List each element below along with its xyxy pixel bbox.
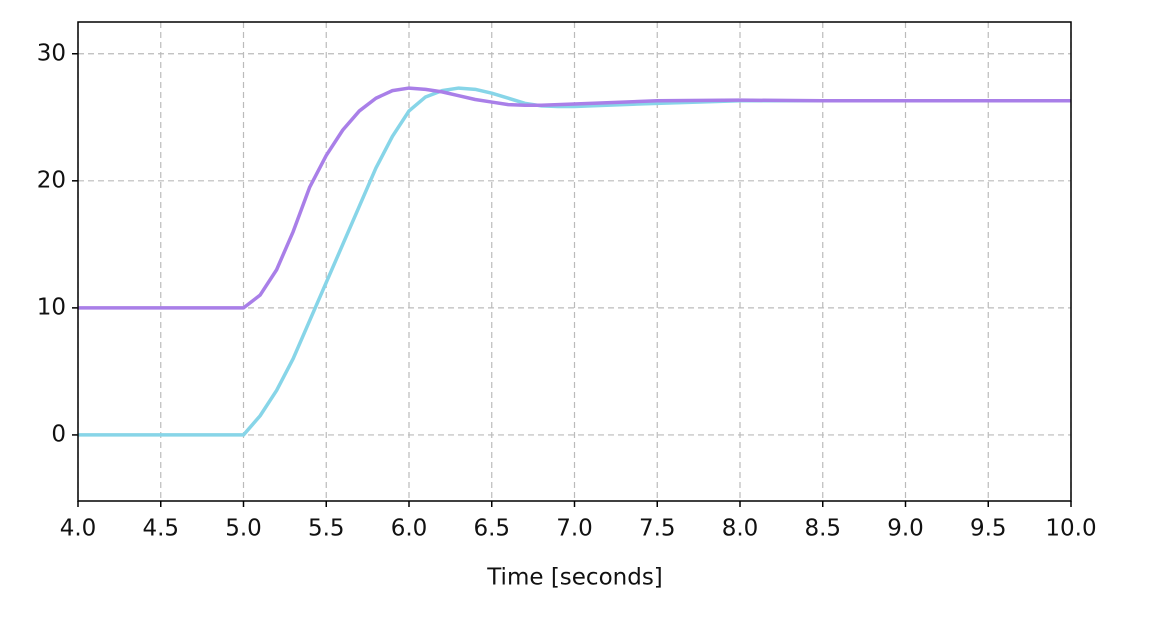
x-tick-label: 5.5	[308, 516, 345, 542]
x-tick-label: 8.0	[722, 516, 759, 542]
x-tick-label: 9.5	[970, 516, 1007, 542]
x-tick-label: 6.5	[473, 516, 510, 542]
x-tick-label: 7.0	[556, 516, 593, 542]
x-tick-label: 4.0	[60, 516, 97, 542]
x-axis-label: Time [seconds]	[486, 565, 663, 591]
y-tick-label: 10	[37, 294, 66, 320]
plot-frame	[77, 21, 1072, 502]
x-tick-label: 5.0	[225, 516, 262, 542]
x-tick-label: 8.5	[804, 516, 841, 542]
x-tick-label: 4.5	[142, 516, 179, 542]
y-tick-label: 0	[51, 421, 66, 447]
x-tick-label: 10.0	[1045, 516, 1096, 542]
y-tick-label: 30	[37, 40, 66, 66]
x-tick-label: 7.5	[639, 516, 676, 542]
x-tick-label: 9.0	[887, 516, 924, 542]
series-line	[78, 86, 1071, 310]
x-tick-label: 6.0	[391, 516, 428, 542]
y-tick-label: 20	[37, 167, 66, 193]
